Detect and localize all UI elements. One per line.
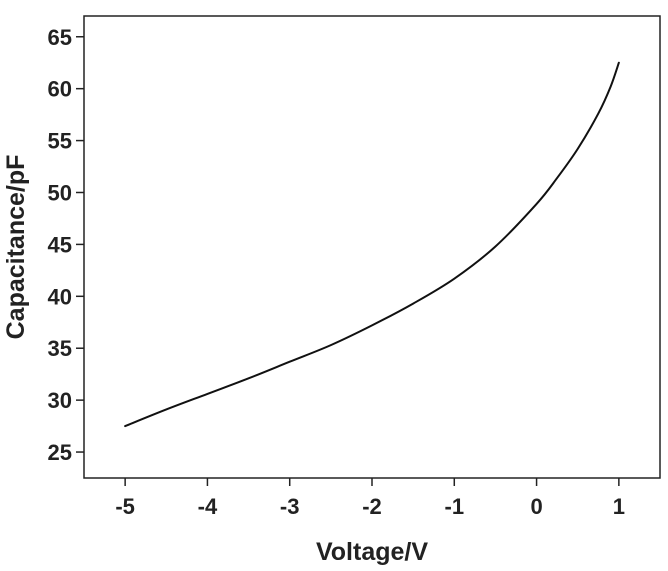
y-tick-label: 30 xyxy=(48,388,72,413)
x-tick-label: -2 xyxy=(362,494,382,519)
y-tick-label: 55 xyxy=(48,129,72,154)
x-tick-label: 0 xyxy=(530,494,542,519)
x-axis-title: Voltage/V xyxy=(316,538,428,566)
x-tick-label: -4 xyxy=(198,494,218,519)
y-tick-label: 60 xyxy=(48,77,72,102)
y-tick-label: 35 xyxy=(48,336,72,361)
y-tick-label: 45 xyxy=(48,232,72,257)
y-tick-label: 65 xyxy=(48,25,72,50)
x-tick-label: 1 xyxy=(613,494,625,519)
series-line xyxy=(124,61,620,428)
x-axis-ticks: -5 -4 -3 -2 -1 0 1 xyxy=(115,478,625,519)
x-tick-label: -3 xyxy=(280,494,300,519)
y-tick-label: 40 xyxy=(48,284,72,309)
y-tick-label: 50 xyxy=(48,180,72,205)
y-axis-ticks: 25 30 35 40 45 50 55 60 65 xyxy=(48,25,84,465)
y-tick-label: 25 xyxy=(48,440,72,465)
x-tick-label: -1 xyxy=(445,494,465,519)
x-tick-label: -5 xyxy=(115,494,135,519)
y-axis-title: Capacitance/pF xyxy=(2,155,30,340)
